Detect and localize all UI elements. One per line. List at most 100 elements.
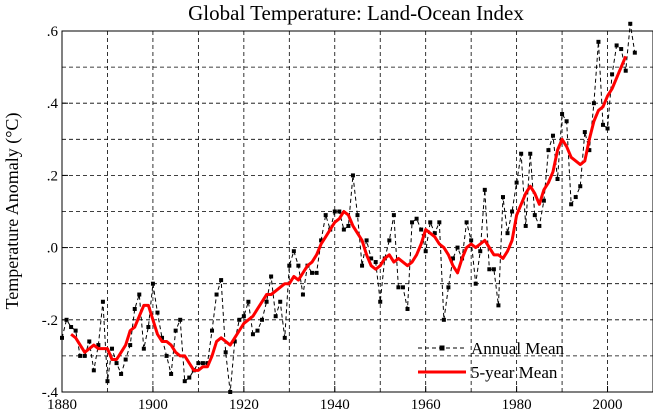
data-point-annual-mean	[346, 223, 351, 228]
data-point-annual-mean	[528, 151, 533, 156]
data-point-annual-mean	[537, 223, 542, 228]
data-point-annual-mean	[341, 227, 346, 232]
legend: Annual Mean 5-year Mean	[418, 339, 565, 382]
data-point-annual-mean	[591, 101, 596, 106]
y-tick-label: .4	[47, 96, 59, 112]
data-point-annual-mean	[623, 68, 628, 73]
data-point-annual-mean	[246, 299, 251, 304]
data-point-annual-mean	[355, 213, 360, 218]
data-point-annual-mean	[100, 299, 105, 304]
data-point-annual-mean	[500, 195, 505, 200]
data-point-annual-mean	[278, 299, 283, 304]
data-point-annual-mean	[150, 281, 155, 286]
data-point-annual-mean	[337, 209, 342, 214]
data-point-annual-mean	[223, 350, 228, 355]
x-tick-label: 1900	[138, 397, 168, 413]
data-point-annual-mean	[432, 231, 437, 236]
data-point-annual-mean	[273, 314, 278, 319]
data-point-annual-mean	[391, 213, 396, 218]
data-point-annual-mean	[569, 202, 574, 207]
data-point-annual-mean	[628, 21, 633, 26]
data-point-annual-mean	[78, 353, 83, 358]
data-point-annual-mean	[332, 209, 337, 214]
data-point-annual-mean	[478, 249, 483, 254]
data-point-annual-mean	[310, 270, 315, 275]
data-point-annual-mean	[232, 339, 237, 344]
data-point-annual-mean	[560, 112, 565, 117]
data-point-annual-mean	[400, 285, 405, 290]
data-point-annual-mean	[619, 47, 624, 52]
data-point-annual-mean	[182, 379, 187, 384]
y-tick-label: .6	[47, 24, 59, 40]
data-point-annual-mean	[169, 371, 174, 376]
data-point-annual-mean	[360, 263, 365, 268]
data-point-annual-mean	[482, 187, 487, 192]
x-tick-label: 1880	[47, 397, 77, 413]
data-point-annual-mean	[137, 292, 142, 297]
data-point-annual-mean	[555, 177, 560, 182]
data-point-annual-mean	[164, 353, 169, 358]
data-point-annual-mean	[173, 328, 178, 333]
data-point-annual-mean	[128, 343, 133, 348]
data-point-annual-mean	[582, 130, 587, 135]
data-point-annual-mean	[141, 346, 146, 351]
data-point-annual-mean	[187, 375, 192, 380]
data-point-annual-mean	[96, 343, 101, 348]
data-point-annual-mean	[200, 361, 205, 366]
legend-marker-annual-mean	[439, 345, 445, 351]
data-point-annual-mean	[119, 371, 124, 376]
y-tick-label: .2	[47, 168, 58, 184]
data-point-annual-mean	[532, 213, 537, 218]
legend-label-annual-mean: Annual Mean	[471, 339, 565, 358]
data-point-annual-mean	[605, 126, 610, 131]
data-point-annual-mean	[600, 122, 605, 127]
data-point-annual-mean	[237, 317, 242, 322]
data-point-annual-mean	[614, 43, 619, 48]
data-point-annual-mean	[414, 216, 419, 221]
legend-label-5-year-mean: 5-year Mean	[471, 363, 558, 382]
data-point-annual-mean	[541, 198, 546, 203]
data-point-annual-mean	[287, 263, 292, 268]
x-tick-label: 1940	[320, 397, 350, 413]
data-point-annual-mean	[314, 270, 319, 275]
x-tick-label: 2000	[593, 397, 623, 413]
data-point-annual-mean	[610, 72, 615, 77]
data-point-annual-mean	[291, 249, 296, 254]
data-point-annual-mean	[264, 299, 269, 304]
data-point-annual-mean	[523, 223, 528, 228]
data-point-annual-mean	[219, 278, 224, 283]
data-point-annual-mean	[255, 328, 260, 333]
data-point-annual-mean	[282, 335, 287, 340]
data-point-annual-mean	[632, 50, 637, 55]
data-point-annual-mean	[546, 148, 551, 153]
data-point-annual-mean	[210, 328, 215, 333]
data-point-annual-mean	[69, 325, 74, 330]
data-point-annual-mean	[496, 303, 501, 308]
data-point-annual-mean	[573, 195, 578, 200]
y-tick-label: -.4	[42, 385, 59, 401]
y-axis-label: Temperature Anomaly (°C)	[2, 113, 23, 310]
data-point-annual-mean	[519, 151, 524, 156]
data-point-annual-mean	[250, 332, 255, 337]
plot-area	[60, 21, 637, 394]
data-point-annual-mean	[378, 299, 383, 304]
x-tick-label: 1980	[502, 397, 532, 413]
data-point-annual-mean	[464, 220, 469, 225]
data-point-annual-mean	[319, 238, 324, 243]
data-point-annual-mean	[114, 361, 119, 366]
data-point-annual-mean	[587, 148, 592, 153]
data-point-annual-mean	[514, 180, 519, 185]
data-point-annual-mean	[82, 353, 87, 358]
data-point-annual-mean	[155, 310, 160, 315]
data-point-annual-mean	[473, 281, 478, 286]
data-point-annual-mean	[214, 292, 219, 297]
data-point-annual-mean	[441, 317, 446, 322]
data-point-annual-mean	[387, 238, 392, 243]
data-point-annual-mean	[73, 328, 78, 333]
data-point-annual-mean	[373, 260, 378, 265]
data-point-annual-mean	[419, 227, 424, 232]
data-point-annual-mean	[178, 317, 183, 322]
data-point-annual-mean	[132, 306, 137, 311]
data-point-annual-mean	[578, 184, 583, 189]
